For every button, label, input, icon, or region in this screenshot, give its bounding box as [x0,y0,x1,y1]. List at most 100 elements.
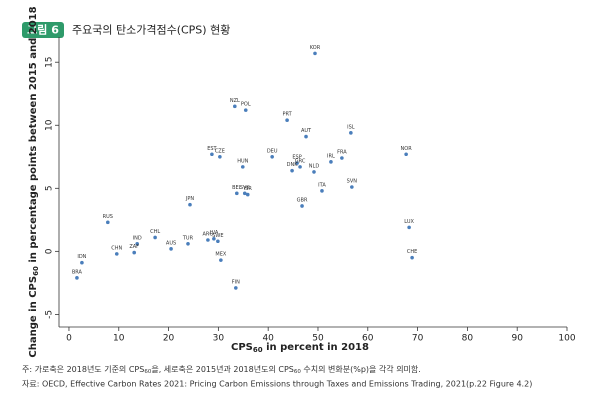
point [329,160,333,164]
point [298,165,302,169]
note-part: 수치의 변화분(%p)을 각각 의미함. [301,364,421,374]
point [242,191,247,196]
source: 자료: OECD, Effective Carbon Rates 2021: P… [22,380,532,389]
point [233,104,237,109]
y-tick-label: -5 [45,310,55,319]
x-tick-label: 80 [462,334,474,344]
point [300,204,304,208]
point-label: NOR [401,146,413,152]
point-label: PRT [283,112,293,118]
point-label: CHE [407,249,417,255]
point [186,241,190,246]
x-tick-label: 30 [213,334,225,344]
point [240,165,245,169]
x-label-part: CPS [231,342,253,353]
point-label: IND [133,235,142,241]
plot-area [59,37,567,327]
point [285,118,289,123]
point-label: SVN [347,179,358,185]
point-label: ESP [292,155,301,161]
point-label: GRC [295,158,306,164]
point-label: ZAF [129,244,139,250]
x-axis-label: CPS60 in percent in 2018 [231,342,369,354]
point-label: LVA [210,230,219,236]
point-label: ISR [244,186,253,192]
point-label: MEX [215,252,226,258]
x-tick-label: 20 [163,334,175,344]
x-label-sub: 60 [253,346,263,354]
x-tick-label: 10 [113,334,125,344]
point-label: CZE [215,148,225,154]
point-label: KOR [310,45,321,51]
point [295,161,299,165]
y-tick-label: 0 [45,248,55,254]
chart-title: 주요국의 탄소가격점수(CPS) 현황 [72,24,230,37]
point-label: SWE [212,233,223,239]
point-label: AUS [166,240,176,246]
x-tick-label: 40 [262,334,274,344]
point [218,154,222,159]
point [212,236,216,241]
point-label: NZL [230,98,240,104]
x-tick-label: 100 [558,334,575,344]
point-label: BRA [72,269,83,275]
point [132,250,137,255]
point [290,168,294,173]
y-tick-label: 10 [45,119,55,131]
point-label: CHN [111,245,122,251]
point [210,152,214,157]
note-part: 을, 세로축은 2015년과 2018년도의 CPS [151,364,294,374]
y-tick-label: 5 [45,185,55,191]
point [153,235,157,240]
figure-label: 그림 6 [27,24,59,37]
point-label: LUX [404,219,414,225]
point-label: BEL [232,185,242,191]
x-tick-label: 60 [362,334,374,344]
point-label: POL [241,102,251,108]
point-label: ARG [203,232,214,238]
point [188,202,192,207]
point-label: JPN [185,196,194,202]
point [349,131,353,135]
point-label: TUR [182,235,194,241]
point [216,239,220,244]
point-label: RUS [103,214,113,220]
point [234,286,238,290]
note-part: 주: 가로축은 2018년도 기준의 CPS [22,364,144,374]
note: 주: 가로축은 2018년도 기준의 CPS60을, 세로축은 2015년과 2… [22,364,421,375]
point [243,108,248,112]
figure-badge [22,22,64,38]
point [410,255,414,260]
y-label-part: in percentage points between 2015 and 20… [28,6,39,266]
x-label-part: in percent in 2018 [263,342,369,353]
x-tick-label: 50 [312,334,324,344]
point-label: CHL [150,229,160,235]
note-sub: 60 [294,369,301,375]
point-label: ITA [318,182,326,188]
point [219,258,223,262]
point-label: FRA [337,150,347,156]
point [407,225,411,230]
point-label: IRL [327,153,335,159]
y-axis-label: Change in CPS60 in percentage points bet… [28,6,40,357]
point-label: DEU [267,148,278,154]
x-tick-label: 70 [412,334,424,344]
point [313,51,317,56]
point [312,170,316,174]
point [245,192,250,197]
point-label: IDN [77,254,86,260]
point [404,152,408,157]
point [320,189,324,193]
point [350,185,354,189]
x-tick-label: 90 [511,334,523,344]
point-label: HUN [237,158,248,164]
point-label: ISL [347,124,355,130]
point-label: AUT [301,128,312,134]
point [169,247,173,251]
note-sub: 60 [144,369,151,375]
y-label-part: Change in CPS [28,276,39,358]
point [270,154,274,159]
point-label: DNK [287,162,299,168]
